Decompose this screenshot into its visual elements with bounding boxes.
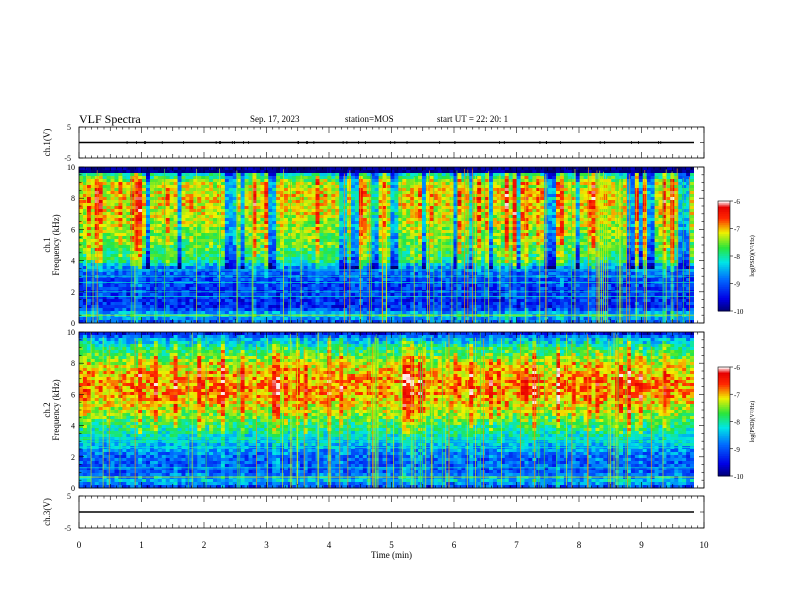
- x-tick-label: 10: [700, 540, 710, 550]
- y-tick-label: 5: [67, 123, 71, 132]
- colorbar-tick-label: -9: [734, 281, 740, 289]
- y-tick-label: 10: [67, 328, 75, 337]
- colorbar-tick-label: -8: [734, 253, 740, 261]
- y-tick-label: 6: [71, 225, 75, 234]
- y-tick-label: -5: [64, 154, 71, 163]
- date-label: Sep. 17, 2023: [250, 114, 300, 124]
- ch1-voltage-line: [79, 141, 694, 144]
- colorbar-tick-label: -10: [734, 473, 744, 481]
- y-tick-label: 4: [71, 257, 75, 266]
- colorbar-tick-label: -6: [734, 198, 740, 206]
- y-axis-label: ch.1: [42, 237, 52, 252]
- panel-3-axes: 0 2 4 6 8 10 ch.2 Frequency (kHz): [42, 328, 705, 493]
- y-tick-label: 10: [67, 163, 75, 172]
- x-tick-label: 9: [639, 540, 644, 550]
- y-tick-label: 2: [71, 453, 75, 462]
- x-tick-label: 6: [452, 540, 457, 550]
- colorbar-label: log(PSD)(V²/Hz): [749, 401, 756, 442]
- colorbar-tick-label: -7: [734, 391, 740, 399]
- station-label: station=MOS: [345, 114, 394, 124]
- ch2-spectrogram: [79, 332, 704, 489]
- y-axis-label: Frequency (kHz): [51, 379, 61, 440]
- y-tick-label: -5: [64, 524, 71, 533]
- panel-2-axes: 0 2 4 6 8 10 ch.1 Frequency (kHz): [42, 163, 705, 328]
- x-tick-label: 5: [389, 540, 394, 550]
- y-tick-label: 2: [71, 288, 75, 297]
- y-tick-label: 6: [71, 390, 75, 399]
- y-tick-label: 0: [71, 319, 75, 328]
- colorbar-tick-label: -6: [734, 364, 740, 372]
- panel-4-axes: 5 -5 ch.3(V): [42, 492, 705, 533]
- y-axis-label: ch.2: [42, 402, 52, 417]
- x-tick-label: 4: [327, 540, 332, 550]
- y-tick-label: 0: [71, 484, 75, 493]
- y-axis-label: ch.3(V): [42, 498, 52, 526]
- x-tick-label: 8: [577, 540, 582, 550]
- ch1-colorbar: -6 -7 -8 -9 -10 log(PSD)(V²/Hz): [717, 198, 756, 316]
- colorbar-tick-label: -7: [734, 226, 740, 234]
- y-tick-label: 4: [71, 422, 75, 431]
- y-axis-label: Frequency (kHz): [51, 214, 61, 275]
- y-tick-label: 5: [67, 492, 71, 501]
- y-tick-label: 8: [71, 194, 75, 203]
- colorbar-tick-label: -9: [734, 446, 740, 454]
- x-tick-label: 3: [264, 540, 269, 550]
- chart-title: VLF Spectra: [79, 112, 141, 126]
- colorbar-tick-label: -10: [734, 308, 744, 316]
- x-axis-label: Time (min): [371, 550, 412, 560]
- ch2-colorbar: -6 -7 -8 -9 -10 log(PSD)(V²/Hz): [717, 364, 756, 481]
- colorbar-label: log(PSD)(V²/Hz): [749, 235, 756, 276]
- x-axis: 0 1 2 3 4 5 6 7 8 9 10 Time (min): [77, 540, 709, 560]
- panel-1-axes: 5 -5 ch.1(V): [42, 123, 705, 163]
- x-tick-label: 0: [77, 540, 82, 550]
- x-tick-label: 7: [514, 540, 519, 550]
- colorbar-tick-label: -8: [734, 419, 740, 427]
- x-tick-label: 1: [139, 540, 144, 550]
- ch1-spectrogram: [79, 167, 704, 324]
- start-time-label: start UT = 22: 20: 1: [437, 114, 509, 124]
- y-tick-label: 8: [71, 359, 75, 368]
- y-axis-label: ch.1(V): [42, 129, 52, 157]
- x-tick-label: 2: [202, 540, 207, 550]
